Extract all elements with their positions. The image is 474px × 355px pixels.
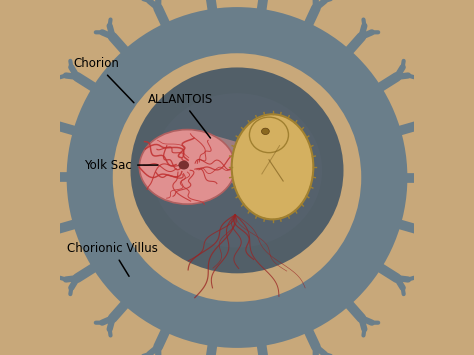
Text: Chorion: Chorion [73, 58, 134, 103]
Ellipse shape [152, 93, 322, 248]
Ellipse shape [113, 53, 361, 302]
Ellipse shape [178, 160, 189, 170]
Text: Yolk Sac: Yolk Sac [84, 159, 158, 171]
Text: Chorionic Villus: Chorionic Villus [67, 242, 157, 276]
Ellipse shape [139, 130, 235, 204]
Ellipse shape [249, 117, 289, 153]
Ellipse shape [232, 114, 313, 219]
Polygon shape [194, 135, 255, 185]
Ellipse shape [130, 67, 344, 273]
Text: ALLANTOIS: ALLANTOIS [148, 93, 213, 138]
Ellipse shape [262, 128, 269, 135]
Ellipse shape [67, 7, 407, 348]
